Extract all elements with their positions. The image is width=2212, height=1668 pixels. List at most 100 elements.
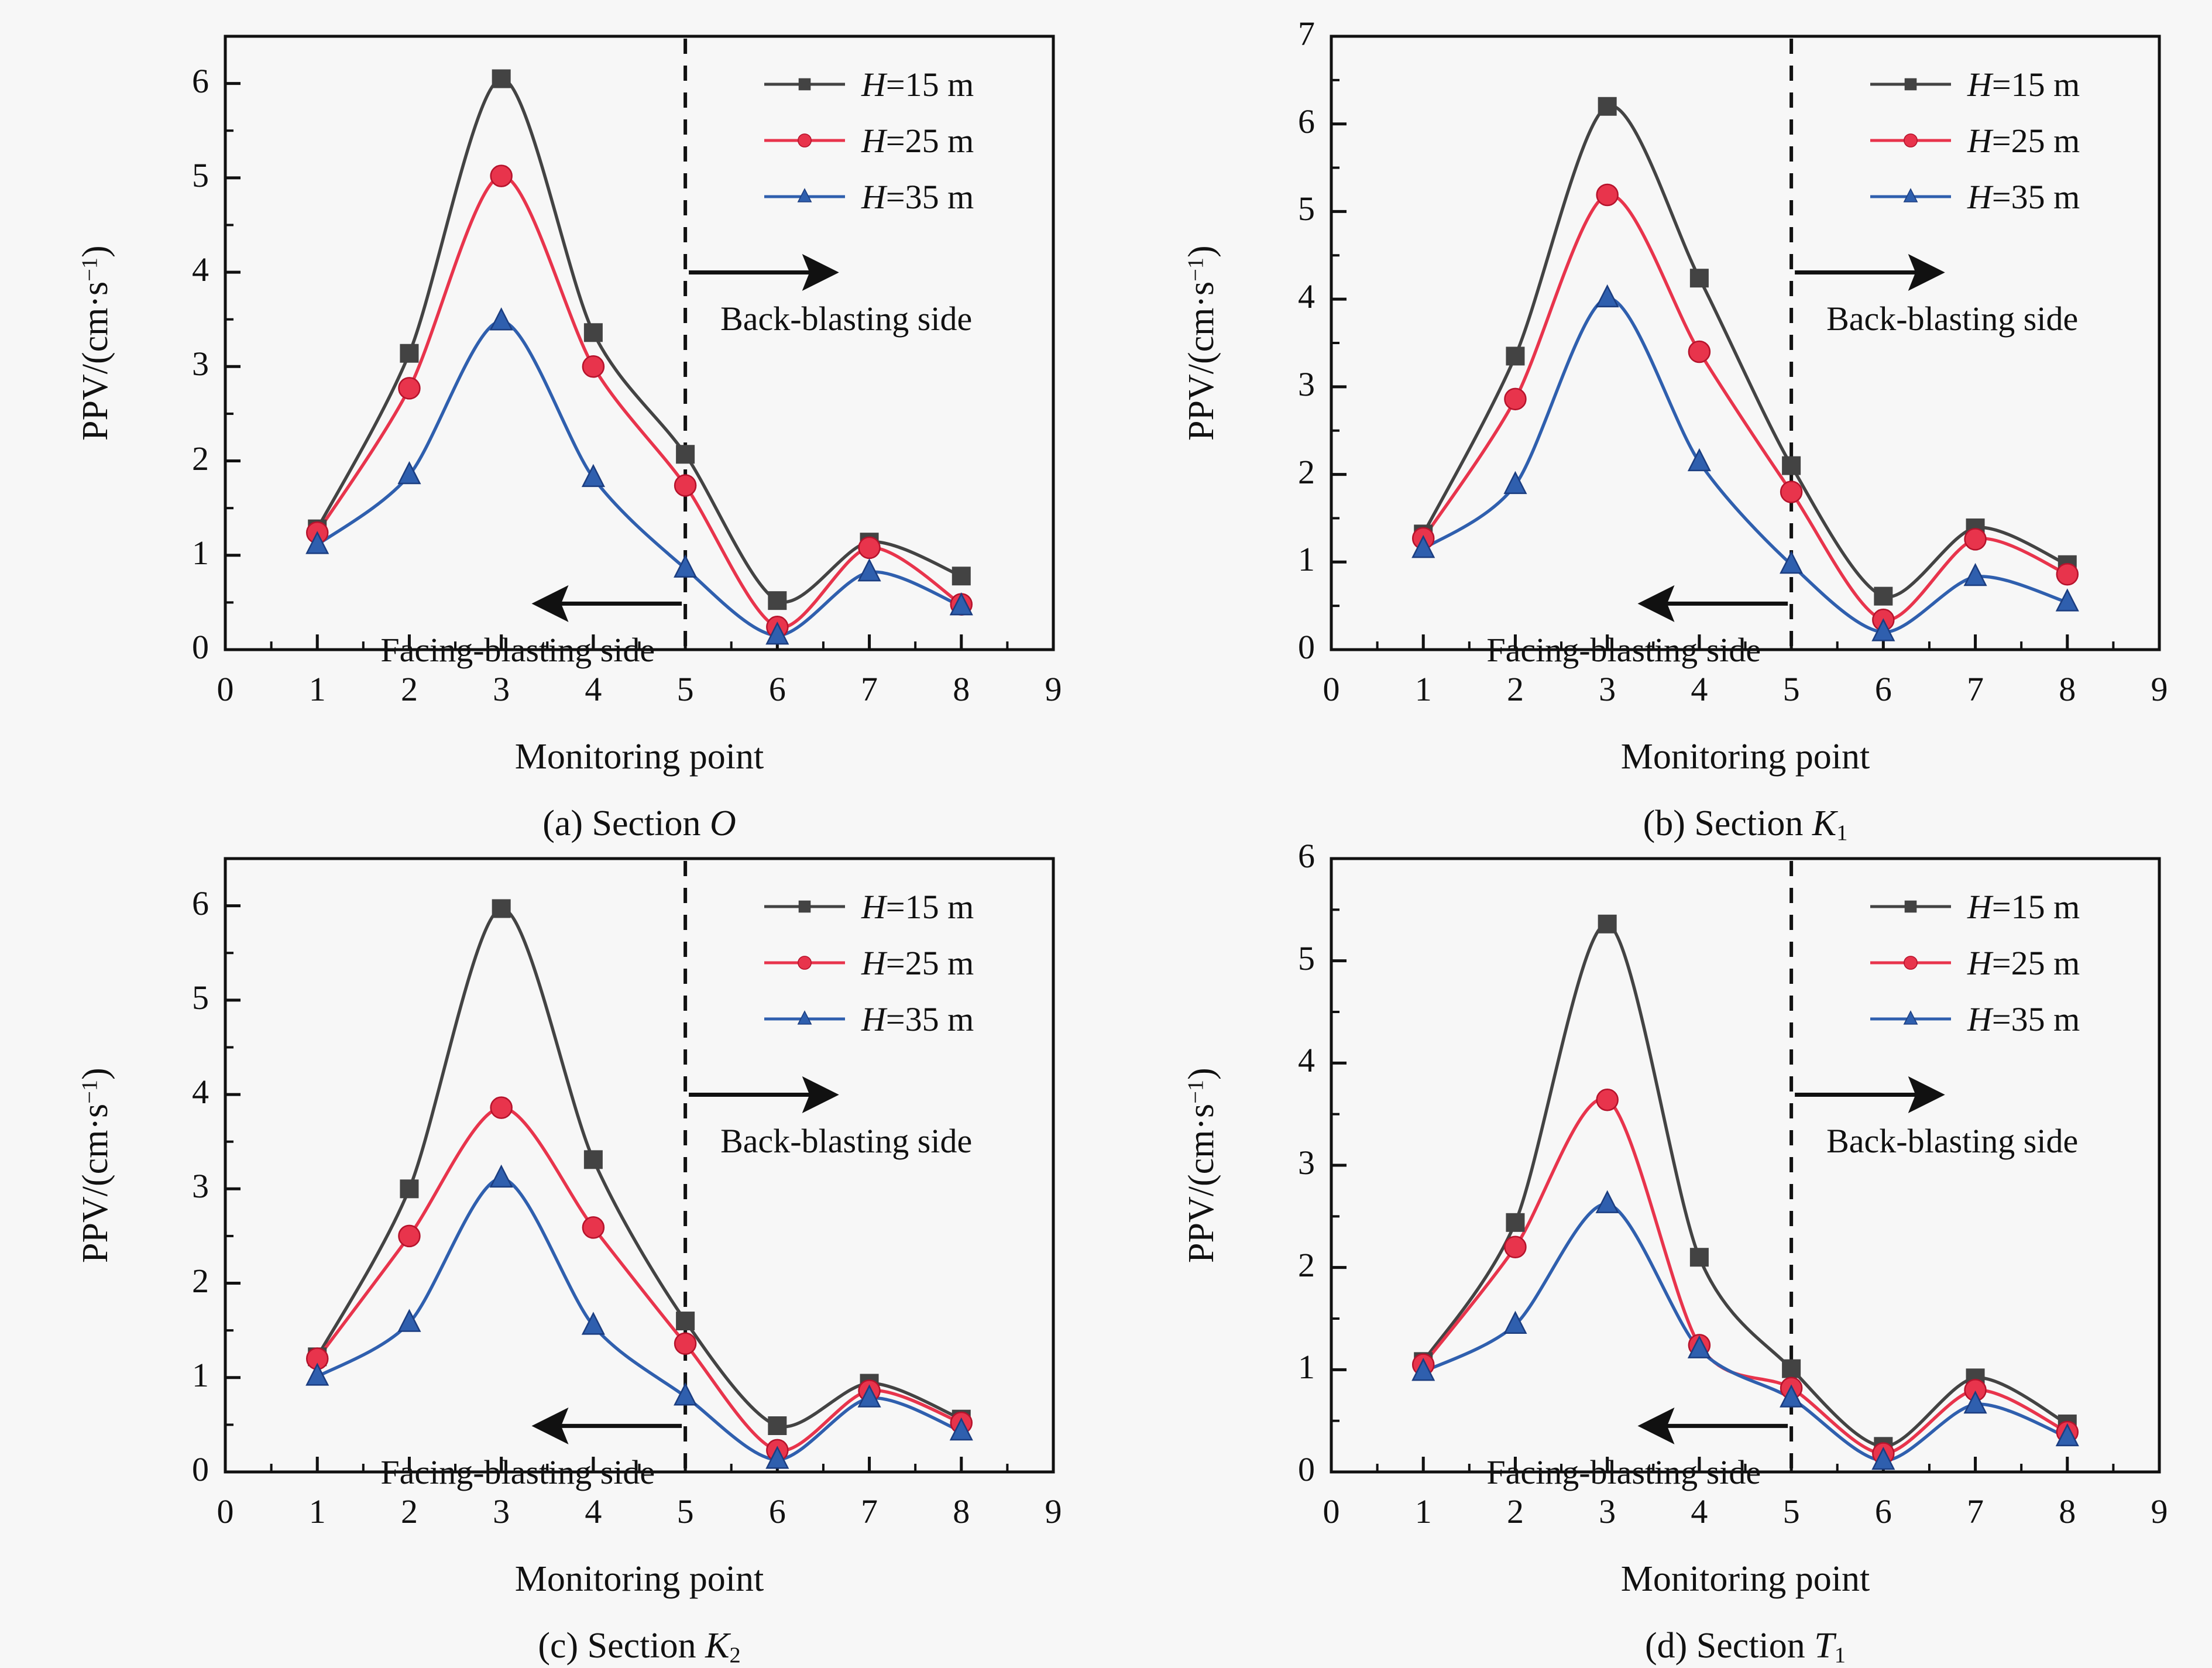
- legend-item-3[interactable]: H=35 m: [761, 991, 1036, 1047]
- marker-triangle: [1903, 1010, 1918, 1025]
- chart-panel-a: 0 1 2 3 4 5 6 0 1 2 3 4 5 6 7 8 9 Monitoring point PPV/(cm…: [0, 0, 1106, 843]
- marker-triangle: [305, 1362, 329, 1386]
- marker-circle: [1904, 956, 1918, 970]
- y-axis-title: PPV/(cm·s−1): [1181, 245, 1221, 441]
- y-tick-label: 2: [1298, 452, 1315, 491]
- y-tick-label: 3: [192, 345, 209, 383]
- legend-marker-circle-icon: [764, 956, 845, 970]
- series-1-markers: [1414, 97, 2077, 606]
- series-1: [1421, 104, 2069, 599]
- y-tick-label: 0: [192, 628, 209, 666]
- legend-item-label: H=15 m: [1967, 887, 2080, 926]
- y-tick-label: 6: [192, 884, 209, 922]
- legend-marker-triangle-icon: [1870, 188, 1951, 203]
- marker-square: [400, 1179, 419, 1199]
- marker-square: [492, 69, 511, 88]
- marker-circle: [798, 133, 812, 147]
- marker-triangle: [674, 1382, 698, 1406]
- legend-item-label: H=25 m: [1967, 121, 2080, 160]
- x-tick-label: 9: [2151, 670, 2168, 708]
- x-axis-title: Monitoring point: [1620, 737, 1870, 777]
- x-tick-label: 6: [768, 670, 786, 708]
- marker-square: [1598, 97, 1617, 116]
- series-3: [1421, 1202, 2069, 1463]
- legend-item-label: H=35 m: [861, 177, 974, 216]
- legend-item-1[interactable]: H=15 m: [1867, 56, 2142, 112]
- marker-triangle: [581, 464, 605, 488]
- legend-item-1[interactable]: H=15 m: [761, 56, 1036, 112]
- marker-triangle: [1503, 1310, 1527, 1334]
- marker-circle: [1904, 133, 1918, 147]
- panel-caption: (b) Section K1: [1643, 804, 1848, 846]
- legend-item-1[interactable]: H=15 m: [1867, 878, 2142, 935]
- marker-square: [1689, 269, 1709, 288]
- legend-item-2[interactable]: H=25 m: [761, 112, 1036, 169]
- marker-triangle: [765, 1446, 789, 1469]
- marker-circle: [582, 355, 605, 378]
- marker-circle: [398, 377, 421, 400]
- marker-circle: [1780, 481, 1803, 503]
- y-axis-title: PPV/(cm·s−1): [75, 245, 115, 441]
- back-blasting-label: Back-blasting side: [1826, 1122, 2079, 1161]
- legend-item-2[interactable]: H=25 m: [1867, 935, 2142, 991]
- y-tick-label: 1: [1298, 1348, 1315, 1386]
- legend-item-label: H=15 m: [861, 887, 974, 926]
- marker-square: [1506, 1213, 1525, 1232]
- x-tick-label: 1: [308, 670, 326, 708]
- marker-triangle: [765, 621, 789, 645]
- back-blasting-label: Back-blasting side: [1826, 300, 2079, 338]
- series-line: [1421, 193, 2069, 622]
- x-tick-label: 0: [1323, 670, 1340, 708]
- legend-item-3[interactable]: H=35 m: [1867, 991, 2142, 1047]
- series-3: [315, 320, 963, 637]
- marker-square: [768, 1416, 787, 1435]
- y-tick-label: 7: [1298, 15, 1315, 53]
- facing-blasting-label: Facing-blasting side: [1486, 631, 1761, 670]
- legend-item-3[interactable]: H=35 m: [1867, 169, 2142, 225]
- chart-panel-d: 0 1 2 3 4 5 6 0 1 2 3 4 5 6 7 8 9 Monitoring point PPV/(cm…: [1106, 822, 2212, 1667]
- marker-square: [1506, 346, 1525, 366]
- legend: H=15 m H=25 m H=35 m: [761, 56, 1036, 225]
- legend-marker-triangle-icon: [764, 188, 845, 203]
- marker-square: [952, 567, 971, 586]
- y-tick-label: 3: [1298, 365, 1315, 403]
- marker-square: [676, 1312, 695, 1331]
- legend-item-label: H=35 m: [1967, 1000, 2080, 1038]
- y-tick-label: 5: [192, 978, 209, 1017]
- marker-triangle: [305, 531, 329, 554]
- marker-triangle: [1687, 448, 1711, 472]
- marker-circle: [490, 1096, 513, 1119]
- series-line: [1421, 104, 2069, 599]
- legend-marker-triangle-icon: [764, 1010, 845, 1025]
- legend-marker-circle-icon: [1870, 956, 1951, 970]
- y-tick-label: 4: [1298, 277, 1315, 316]
- x-tick-label: 4: [585, 1492, 602, 1530]
- marker-square: [676, 445, 695, 464]
- x-tick-label: 4: [585, 670, 602, 708]
- legend-item-3[interactable]: H=35 m: [761, 169, 1036, 225]
- marker-triangle: [797, 188, 812, 203]
- legend-item-2[interactable]: H=25 m: [1867, 112, 2142, 169]
- y-tick-label: 6: [192, 61, 209, 100]
- legend-marker-square-icon: [1870, 78, 1951, 91]
- y-tick-label: 0: [1298, 1450, 1315, 1488]
- series-2: [315, 174, 963, 630]
- marker-circle: [582, 1216, 605, 1239]
- legend-item-1[interactable]: H=15 m: [761, 878, 1036, 935]
- marker-triangle: [1411, 1357, 1435, 1381]
- y-axis-title: PPV/(cm·s−1): [75, 1068, 115, 1263]
- x-tick-label: 2: [1506, 670, 1524, 708]
- marker-triangle: [1780, 1384, 1804, 1408]
- marker-circle: [858, 536, 881, 560]
- series-3: [1421, 296, 2069, 634]
- x-tick-label: 6: [768, 1492, 786, 1530]
- legend-item-2[interactable]: H=25 m: [761, 935, 1036, 991]
- x-tick-label: 3: [493, 670, 510, 708]
- facing-blasting-label: Facing-blasting side: [1486, 1453, 1761, 1492]
- x-tick-label: 7: [1967, 670, 1984, 708]
- x-tick-label: 6: [1874, 670, 1892, 708]
- facing-blasting-label: Facing-blasting side: [380, 631, 655, 670]
- marker-square: [768, 591, 787, 610]
- x-tick-label: 5: [1782, 1492, 1800, 1530]
- y-tick-label: 1: [192, 1355, 209, 1394]
